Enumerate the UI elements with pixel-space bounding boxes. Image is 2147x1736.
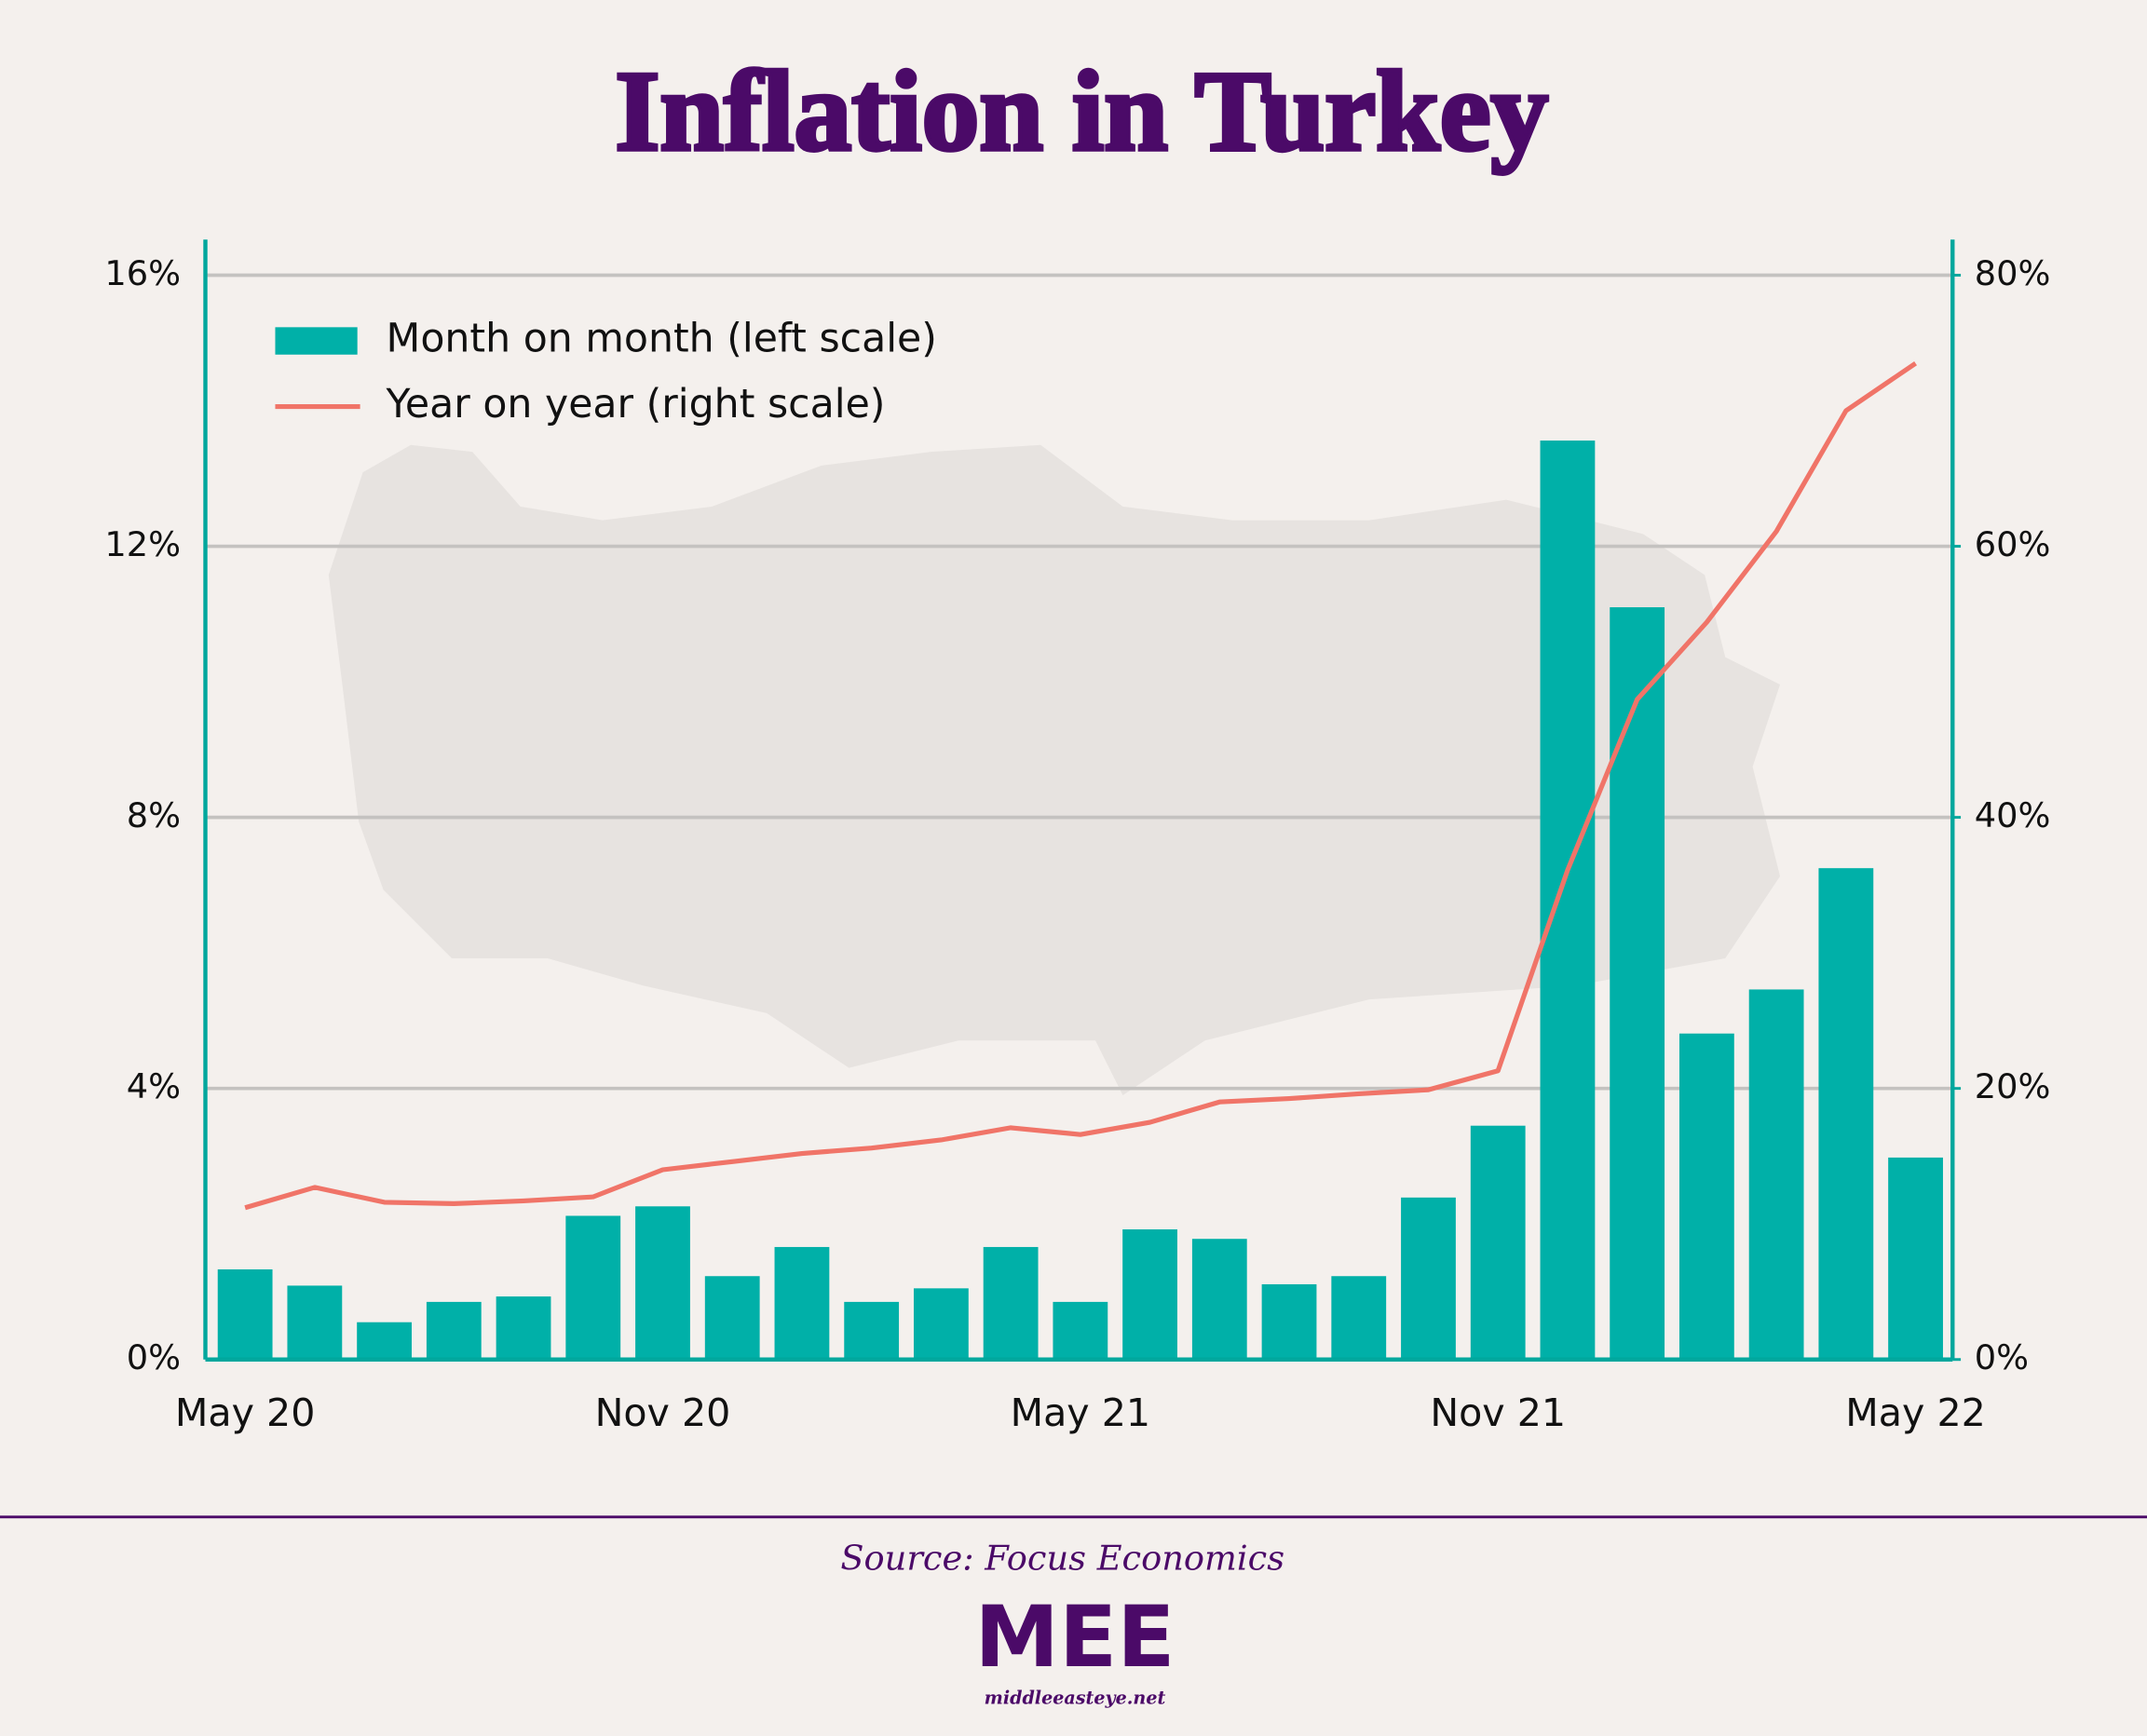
bar bbox=[1678, 1033, 1734, 1360]
x-tick-label: May 21 bbox=[1011, 1390, 1151, 1435]
y2-tick-label: 60% bbox=[1975, 524, 2051, 564]
bar bbox=[774, 1246, 830, 1360]
y-tick-label: 12% bbox=[104, 524, 181, 564]
chart-title: Inflation in Turkey bbox=[615, 47, 1548, 175]
bar bbox=[496, 1296, 551, 1360]
y-tick-label: 0% bbox=[127, 1337, 181, 1377]
bar bbox=[1610, 607, 1665, 1360]
bar bbox=[1888, 1157, 1943, 1360]
bar bbox=[983, 1246, 1039, 1360]
bar bbox=[217, 1268, 273, 1360]
y2-tick-label: 20% bbox=[1975, 1066, 2051, 1106]
bar bbox=[1401, 1197, 1456, 1360]
source: Source: Focus Economics bbox=[840, 1538, 1284, 1578]
website: middleeasteye.net bbox=[985, 1687, 1166, 1708]
bar bbox=[1540, 441, 1596, 1360]
bar bbox=[565, 1215, 621, 1360]
map-silhouette bbox=[328, 444, 1781, 1096]
y2-tick-label: 40% bbox=[1975, 795, 2051, 835]
bar bbox=[1331, 1276, 1387, 1360]
bar bbox=[1818, 868, 1874, 1360]
bar bbox=[913, 1288, 969, 1360]
bar bbox=[635, 1206, 690, 1360]
legend-label: Month on month (left scale) bbox=[387, 316, 937, 362]
bar bbox=[844, 1301, 900, 1360]
bar bbox=[426, 1301, 482, 1360]
x-tick-label: Nov 20 bbox=[595, 1390, 731, 1435]
x-tick-label: May 22 bbox=[1845, 1390, 1986, 1435]
line bbox=[244, 360, 1918, 1211]
bar bbox=[1191, 1239, 1247, 1360]
bar bbox=[1261, 1283, 1317, 1360]
legend-swatch bbox=[275, 327, 358, 355]
bar bbox=[1122, 1229, 1177, 1360]
bar bbox=[1748, 989, 1804, 1360]
bar bbox=[1470, 1125, 1526, 1360]
y-tick-label: 8% bbox=[127, 795, 181, 835]
bar bbox=[357, 1322, 412, 1360]
bar bbox=[287, 1285, 343, 1360]
y2-tick-label: 80% bbox=[1975, 253, 2051, 293]
y-tick-label: 4% bbox=[127, 1066, 181, 1106]
bar bbox=[1053, 1301, 1108, 1360]
y-tick-label: 16% bbox=[104, 253, 181, 293]
legend-label: Year on year (right scale) bbox=[386, 381, 886, 427]
x-tick-label: May 20 bbox=[175, 1390, 316, 1435]
x-tick-label: Nov 21 bbox=[1430, 1390, 1566, 1435]
bar bbox=[704, 1276, 760, 1360]
logo: MEE bbox=[974, 1588, 1175, 1687]
y2-tick-label: 0% bbox=[1975, 1337, 2029, 1377]
